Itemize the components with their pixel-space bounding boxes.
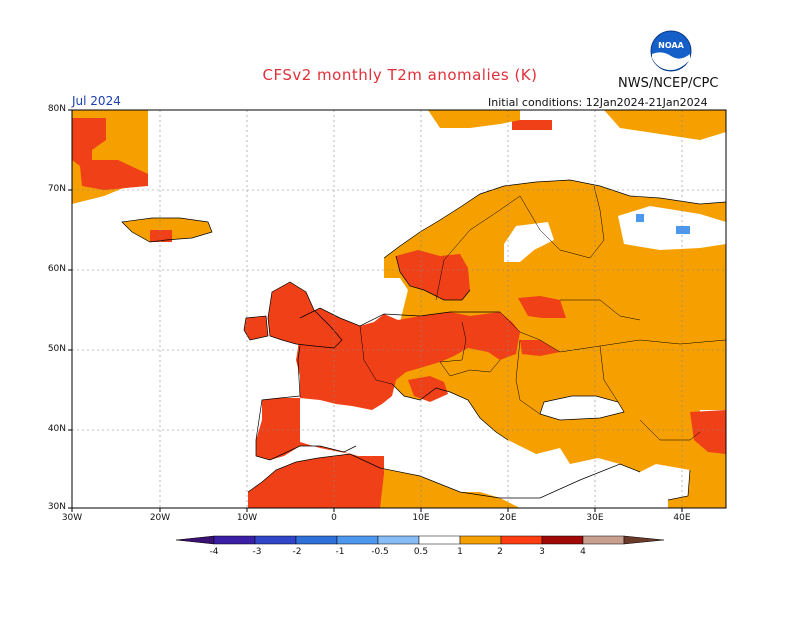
ticks: [68, 109, 683, 512]
colorbar-label: 1: [457, 547, 463, 557]
org-label: NWS/NCEP/CPC: [618, 76, 719, 91]
uk-strong-anomaly: [268, 282, 342, 348]
noaa-logo: NOAA: [650, 30, 692, 72]
colorbar-label: -0.5: [371, 547, 389, 557]
north-africa-strong-anomaly: [336, 456, 384, 508]
colorbar-segment: [213, 535, 256, 545]
lon-label: 0: [331, 513, 337, 523]
colorbar-label: -3: [252, 547, 262, 557]
iceland-strong-anomaly: [150, 230, 172, 242]
lat-label: 40N: [47, 424, 66, 434]
colorbar-segment: [541, 535, 584, 545]
barents-anomaly: [428, 110, 520, 128]
lon-label: 20E: [499, 513, 517, 523]
aegean-anomaly: [506, 416, 540, 446]
lon-label: 30E: [586, 513, 604, 523]
russia-white-gap: [618, 206, 726, 250]
ireland-strong-anomaly: [244, 316, 268, 340]
colorbar-segment: [295, 535, 338, 545]
colorbar-segment: [582, 535, 625, 545]
lat-label: 80N: [47, 104, 66, 114]
colorbar-label: -2: [292, 547, 302, 557]
lon-label: 20W: [149, 513, 171, 523]
borders: [359, 185, 727, 441]
colorbar-label: 2: [497, 547, 503, 557]
scandinavia-strong-anomaly: [396, 250, 470, 300]
arctic-east-anomaly: [604, 110, 726, 140]
colorbar-segment: [500, 535, 543, 545]
greenland-strong-anomaly: [72, 118, 148, 190]
svalbard-anomaly: [512, 120, 552, 130]
map-title: CFSv2 monthly T2m anomalies (K): [262, 66, 538, 84]
lat-label: 70N: [47, 184, 66, 194]
colorbar-segment: [377, 535, 420, 545]
colorbar: [175, 535, 665, 545]
gridlines: [72, 110, 726, 508]
colorbar-arrow-high: [623, 535, 665, 545]
lon-label: 10E: [412, 513, 430, 523]
colorbar-segment: [418, 535, 461, 545]
turkey-east-strong-anomaly: [690, 410, 726, 454]
colorbar-segment: [336, 535, 379, 545]
lon-label: 10W: [236, 513, 258, 523]
baltic-strong-anomaly: [518, 296, 566, 318]
forecast-month: Jul 2024: [72, 94, 121, 108]
west-europe-strong-anomaly: [248, 308, 520, 508]
black-sea-gap: [540, 396, 624, 420]
lon-label: 40E: [673, 513, 691, 523]
europe-moderate-anomaly: [384, 180, 726, 508]
colorbar-label: -4: [209, 547, 219, 557]
colorbar-segment: [459, 535, 502, 545]
colorbar-label: 3: [539, 547, 545, 557]
lat-label: 30N: [47, 502, 66, 512]
colorbar-label: 4: [580, 547, 586, 557]
lat-label: 60N: [47, 264, 66, 274]
balkan-strong-anomaly: [408, 376, 448, 402]
colorbar-label: -1: [335, 547, 345, 557]
lon-label: 30W: [61, 513, 83, 523]
scandinavia-white-gap: [504, 222, 554, 262]
ukraine-strong-anomaly: [520, 340, 560, 356]
coastlines: [121, 179, 727, 501]
anomaly-fields: [72, 110, 726, 508]
colorbar-segment: [254, 535, 297, 545]
kola-negative: [636, 214, 690, 234]
logo-text: NOAA: [658, 41, 684, 50]
colorbar-label: 0.5: [413, 547, 429, 557]
colorbar-arrow-low: [175, 535, 215, 545]
initial-conditions: Initial conditions: 12Jan2024-21Jan2024: [488, 96, 708, 109]
lat-label: 50N: [47, 344, 66, 354]
